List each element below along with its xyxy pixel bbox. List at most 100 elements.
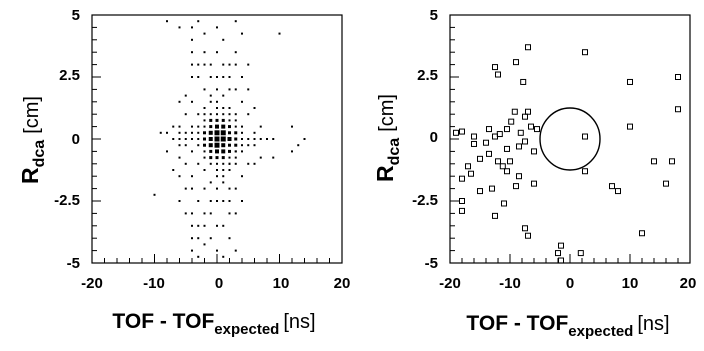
left-data-box [208, 130, 213, 135]
left-y-axis-title-sub: dca [31, 140, 48, 168]
right-data-point [486, 150, 492, 157]
left-data-box [253, 138, 256, 140]
right-data-point [522, 113, 528, 120]
left-data-box [216, 249, 218, 252]
left-data-box [272, 138, 275, 140]
left-data-box [197, 200, 200, 202]
left-data-box [297, 144, 300, 147]
left-data-box [209, 162, 212, 165]
left-data-box [203, 32, 206, 35]
right-data-point [531, 148, 537, 155]
left-data-box [227, 137, 232, 141]
left-data-box [166, 20, 168, 23]
left-data-box [241, 144, 243, 147]
left-data-box [247, 144, 250, 147]
left-data-box [266, 138, 268, 140]
left-data-box [209, 181, 212, 184]
left-data-box [234, 125, 237, 128]
left-data-box [178, 200, 181, 202]
left-data-box [216, 113, 218, 116]
left-data-box [228, 187, 231, 190]
left-y-tick-label: 0 [72, 131, 80, 148]
left-data-box [191, 224, 193, 227]
right-data-point [531, 180, 537, 187]
left-data-box [209, 63, 212, 66]
right-data-point [651, 158, 657, 165]
right-y-axis-title-sub: dca [386, 138, 403, 166]
left-data-box [216, 224, 218, 227]
left-data-box [203, 224, 206, 227]
left-data-box [234, 113, 237, 116]
left-data-box [197, 63, 200, 66]
left-data-box [197, 113, 200, 116]
left-data-box [203, 119, 206, 122]
left-data-box [203, 125, 206, 128]
left-data-box [184, 187, 187, 190]
cut-ellipse [539, 107, 601, 171]
right-data-point [558, 257, 564, 264]
right-data-point [495, 158, 501, 165]
right-data-point [520, 78, 527, 85]
left-data-box [228, 113, 231, 116]
right-y-tick-label: 0 [430, 129, 438, 146]
left-data-box [291, 150, 293, 153]
right-data-point [669, 158, 675, 165]
right-data-point [555, 250, 561, 257]
right-data-point [501, 200, 507, 207]
right-data-point [504, 126, 510, 133]
left-data-box [234, 20, 237, 23]
left-data-box [234, 212, 237, 215]
left-x-tick-label: 0 [215, 275, 223, 292]
left-data-box [203, 156, 206, 159]
right-data-point [582, 49, 588, 56]
left-data-box [272, 156, 275, 159]
left-data-box [222, 107, 225, 109]
right-data-point [495, 71, 501, 78]
right-data-point [459, 207, 465, 214]
right-data-point [492, 133, 498, 140]
left-data-box [216, 107, 218, 109]
right-y-axis-title: Rdca [cm] [372, 94, 403, 182]
left-data-box [228, 237, 231, 240]
left-data-box [203, 187, 206, 190]
left-x-axis-title-unit: [ns] [283, 311, 315, 333]
right-ticks [449, 14, 691, 264]
left-data-box [241, 131, 243, 134]
right-panel: 5 2.5 0 -2.5 -5 -20 -10 0 10 20 Rdca [cm]… [372, 7, 696, 340]
left-data-box [234, 119, 237, 122]
right-data-point [486, 126, 492, 133]
left-data-box [191, 63, 193, 66]
right-data-point [528, 123, 534, 130]
left-data-box [253, 131, 256, 134]
right-data-point [675, 106, 681, 113]
right-y-tick-label: -5 [425, 255, 438, 272]
left-data-box [191, 76, 193, 78]
left-data-box [203, 63, 206, 66]
right-x-axis-title-unit: [ns] [637, 313, 669, 335]
left-data-box [216, 88, 218, 91]
left-data-box [191, 237, 193, 240]
left-data-box [184, 144, 187, 147]
left-data-box [221, 143, 226, 148]
left-data-box [197, 20, 200, 23]
right-data-point [471, 133, 477, 140]
left-data-box [191, 187, 193, 190]
left-data-box [259, 138, 262, 140]
left-data-box [172, 138, 175, 140]
left-data-box [208, 137, 213, 141]
left-data-box [209, 113, 212, 116]
right-data-point [496, 131, 503, 138]
right-data-point [525, 44, 531, 51]
left-data-box [159, 131, 162, 134]
left-data-box [209, 118, 213, 122]
left-data-box [203, 88, 206, 91]
right-data-point [489, 185, 495, 192]
right-data-point [582, 133, 588, 140]
left-data-box [222, 38, 225, 41]
left-data-box [178, 131, 181, 134]
left-data-box [216, 175, 218, 178]
left-data-box [203, 131, 206, 135]
right-data-point [513, 183, 519, 190]
left-y-axis-title-unit: [cm] [21, 96, 43, 134]
left-data-box [191, 249, 193, 252]
